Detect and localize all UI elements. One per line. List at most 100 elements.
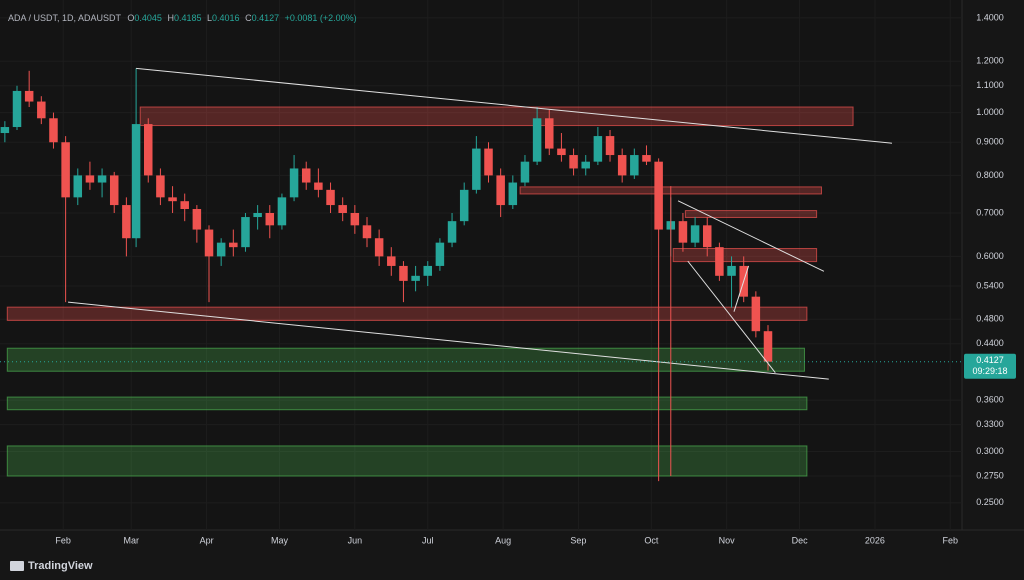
brand-logo [10, 561, 24, 571]
y-tick-label: 1.1000 [976, 80, 1004, 90]
candle-body [484, 148, 493, 176]
candle-body [545, 118, 554, 149]
candle-body [338, 205, 347, 213]
trend-line [687, 260, 776, 373]
candle-body [180, 201, 189, 210]
candle-body [557, 148, 566, 156]
y-tick-label: 0.5400 [976, 280, 1004, 290]
candle-body [97, 175, 107, 183]
x-tick-label: Aug [495, 535, 511, 545]
candle-body [204, 229, 214, 257]
o-value: 0.4045 [134, 13, 162, 23]
candle-body [654, 161, 663, 230]
countdown: 09:29:18 [972, 366, 1007, 376]
candle-body [289, 168, 299, 198]
x-tick-label: Apr [200, 535, 214, 545]
x-tick-label: Oct [644, 535, 659, 545]
candle-body [229, 242, 238, 248]
candle-body [241, 217, 250, 248]
y-tick-label: 0.2750 [976, 470, 1004, 480]
candle-body [122, 205, 131, 239]
l-label: L [207, 13, 212, 23]
plot-area [0, 0, 962, 530]
y-tick-label: 0.9000 [976, 137, 1004, 147]
c-label: C [245, 13, 252, 23]
candle-body [0, 127, 10, 134]
zone [672, 248, 818, 263]
candle-body [727, 265, 736, 276]
candle-body [630, 155, 639, 176]
candle-body [447, 221, 457, 243]
x-tick-label: Feb [55, 535, 71, 545]
candle-body [569, 155, 578, 169]
candle-body [131, 124, 141, 239]
candle-body [37, 101, 46, 119]
candle-body [144, 124, 153, 176]
candle-body [156, 175, 165, 198]
candle-body [581, 161, 590, 169]
candle-body [472, 148, 481, 190]
y-tick-label: 0.6000 [976, 251, 1004, 261]
y-tick-label: 0.3600 [976, 395, 1004, 405]
candle-body [49, 118, 58, 143]
candle-body [374, 238, 384, 257]
candle-body [508, 182, 518, 206]
candle-body [326, 189, 335, 206]
candle-body [362, 225, 372, 239]
candle-body [520, 161, 530, 183]
candle-body [459, 189, 469, 222]
candle-body [532, 118, 542, 162]
candle-body [314, 182, 323, 190]
layer [0, 67, 962, 482]
candle-body [751, 296, 761, 332]
candle-body [73, 175, 83, 198]
candle-body [617, 155, 627, 176]
l-value: 0.4016 [212, 13, 240, 23]
change: +0.0081 (+2.00%) [285, 13, 357, 23]
y-tick-label: 1.4000 [976, 12, 1004, 22]
candle-body [85, 175, 95, 183]
zone [6, 445, 808, 477]
zone [684, 210, 818, 218]
candle-body [690, 225, 700, 243]
y-tick-label: 0.4800 [976, 314, 1004, 324]
candle-body [496, 175, 505, 206]
x-tick-label: Mar [123, 535, 139, 545]
candle-body [715, 247, 724, 276]
y-tick-label: 1.0000 [976, 107, 1004, 117]
zone [6, 306, 808, 321]
candle-body [301, 168, 311, 183]
trend-line [733, 265, 750, 312]
y-tick-label: 0.7000 [976, 207, 1004, 217]
candle-body [277, 197, 287, 226]
y-tick-label: 0.4400 [976, 338, 1004, 348]
trend-line [136, 67, 892, 144]
x-tick-label: Feb [943, 535, 959, 545]
zone [6, 347, 805, 372]
zone [6, 396, 808, 411]
c-value: 0.4127 [252, 13, 280, 23]
candle-body [642, 155, 651, 162]
h-label: H [167, 13, 174, 23]
candle-body [109, 175, 119, 206]
x-tick-label: Jun [348, 535, 363, 545]
candle-body [216, 242, 226, 257]
candle-body [593, 136, 603, 162]
candle-body [411, 275, 420, 281]
candle-body [192, 209, 202, 230]
x-tick-label: May [271, 535, 289, 545]
brand: TradingView [28, 560, 93, 572]
y-tick-label: 0.2500 [976, 497, 1004, 507]
candle-body [12, 90, 22, 128]
x-tick-label: Sep [570, 535, 586, 545]
candle-body [605, 136, 615, 156]
candle-body [435, 242, 445, 266]
h-value: 0.4185 [174, 13, 202, 23]
candle-body [253, 212, 262, 218]
zone [139, 106, 854, 127]
trend-line [677, 200, 825, 272]
candle-body [423, 265, 432, 276]
y-tick-label: 0.8000 [976, 170, 1004, 180]
candle-body [763, 331, 773, 362]
